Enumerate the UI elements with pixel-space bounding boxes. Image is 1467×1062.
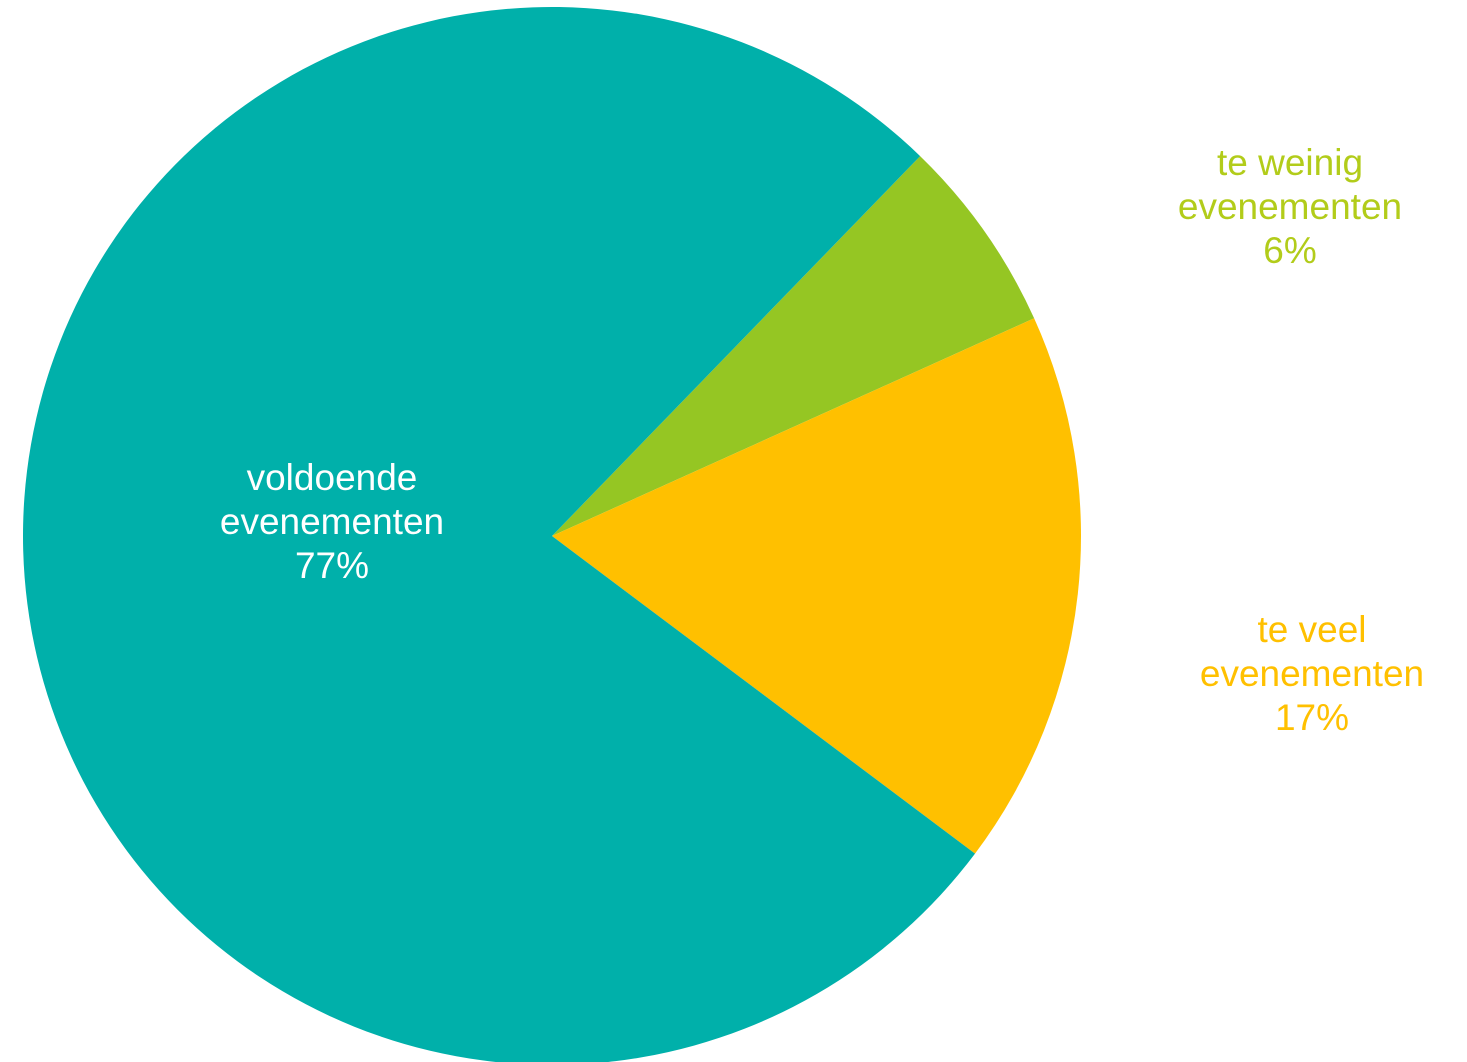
- label-line: te weinig: [1217, 142, 1363, 183]
- pie-slice: [552, 156, 1035, 536]
- value-label: 17%: [1275, 697, 1349, 738]
- slice-label: te veel evenementen: [1200, 609, 1424, 694]
- label-line: voldoende: [247, 457, 418, 498]
- value-label: 77%: [295, 545, 369, 586]
- label-line: evenementen: [1178, 186, 1402, 227]
- slice-label: voldoende evenementen: [220, 457, 444, 542]
- label-line: te veel: [1257, 609, 1366, 650]
- label-line: evenementen: [220, 501, 444, 542]
- pie-slice: [552, 318, 1081, 854]
- label-line: evenementen: [1200, 653, 1424, 694]
- slice-label: te weinig evenementen: [1178, 142, 1402, 227]
- value-label: 6%: [1263, 230, 1316, 271]
- pie-slice: [23, 7, 976, 1062]
